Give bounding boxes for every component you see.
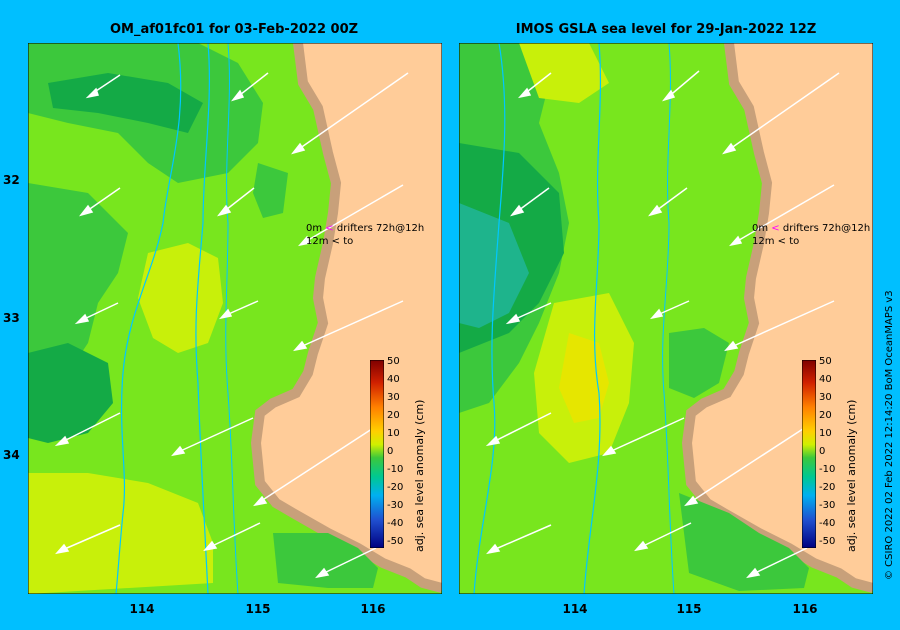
right-cb-tick: -50 (819, 536, 836, 547)
left-drifter-marker-12m: < (331, 236, 341, 247)
left-panel-title: OM_af01fc01 for 03-Feb-2022 00Z (109, 22, 359, 37)
left-cb-tick: -50 (387, 536, 404, 547)
left-colorbar (370, 360, 384, 548)
left-cb-tick: 40 (387, 374, 400, 385)
left-cb-tick: 0 (387, 446, 394, 457)
left-drifter-legend-line2: 12m < to (306, 236, 353, 247)
right-drifter-marker-12m: < (777, 236, 787, 247)
right-x-tick-116: 116 (792, 602, 818, 616)
right-colorbar (802, 360, 816, 548)
right-panel-title: IMOS GSLA sea level for 29-Jan-2022 12Z (515, 22, 817, 37)
left-cb-tick: -10 (387, 464, 404, 475)
right-drifter-legend-line2: 12m < to (752, 236, 799, 247)
left-map (28, 43, 442, 594)
left-cb-tick: 10 (387, 428, 400, 439)
right-cb-tick: -30 (819, 500, 836, 511)
left-drifter-depth-0m: 0m (306, 223, 323, 234)
credit-text: © CSIRO 2022 02 Feb 2022 12:14:20 BoM Oc… (884, 290, 895, 580)
left-cb-tick: 50 (387, 356, 400, 367)
right-drifter-text-1: drifters 72h@12h (782, 223, 871, 234)
left-x-tick-115: 115 (245, 602, 271, 616)
left-cb-tick: 20 (387, 410, 400, 421)
y-tick-33: 33 (3, 311, 20, 325)
right-cb-tick: -10 (819, 464, 836, 475)
right-x-tick-115: 115 (676, 602, 702, 616)
left-cb-tick: -40 (387, 518, 404, 529)
left-drifter-marker-0m: < (325, 223, 334, 234)
left-drifter-text-1: drifters 72h@12h (336, 223, 425, 234)
right-cb-tick: -20 (819, 482, 836, 493)
left-cb-tick: -30 (387, 500, 404, 511)
right-drifter-depth-0m: 0m (752, 223, 769, 234)
right-cb-tick: 10 (819, 428, 832, 439)
right-cb-tick: 40 (819, 374, 832, 385)
right-colorbar-title: adj. sea level anomaly (cm) (845, 399, 858, 552)
left-colorbar-title: adj. sea level anomaly (cm) (413, 399, 426, 552)
left-cb-tick: -20 (387, 482, 404, 493)
right-drifter-legend-line1: 0m < drifters 72h@12h (752, 223, 870, 234)
left-cb-tick: 30 (387, 392, 400, 403)
right-x-tick-114: 114 (562, 602, 588, 616)
right-drifter-depth-12m: 12m (752, 236, 775, 247)
right-cb-tick: 30 (819, 392, 832, 403)
left-drifter-depth-12m: 12m (306, 236, 329, 247)
y-tick-32: 32 (3, 173, 20, 187)
left-drifter-text-2: to (343, 236, 354, 247)
right-drifter-marker-0m: < (771, 223, 780, 234)
left-x-tick-114: 114 (129, 602, 155, 616)
y-tick-34: 34 (3, 448, 20, 462)
left-drifter-legend-line1: 0m < drifters 72h@12h (306, 223, 424, 234)
right-cb-tick: 50 (819, 356, 832, 367)
right-cb-tick: 20 (819, 410, 832, 421)
left-x-tick-116: 116 (360, 602, 386, 616)
right-cb-tick: 0 (819, 446, 826, 457)
right-drifter-text-2: to (789, 236, 800, 247)
right-cb-tick: -40 (819, 518, 836, 529)
